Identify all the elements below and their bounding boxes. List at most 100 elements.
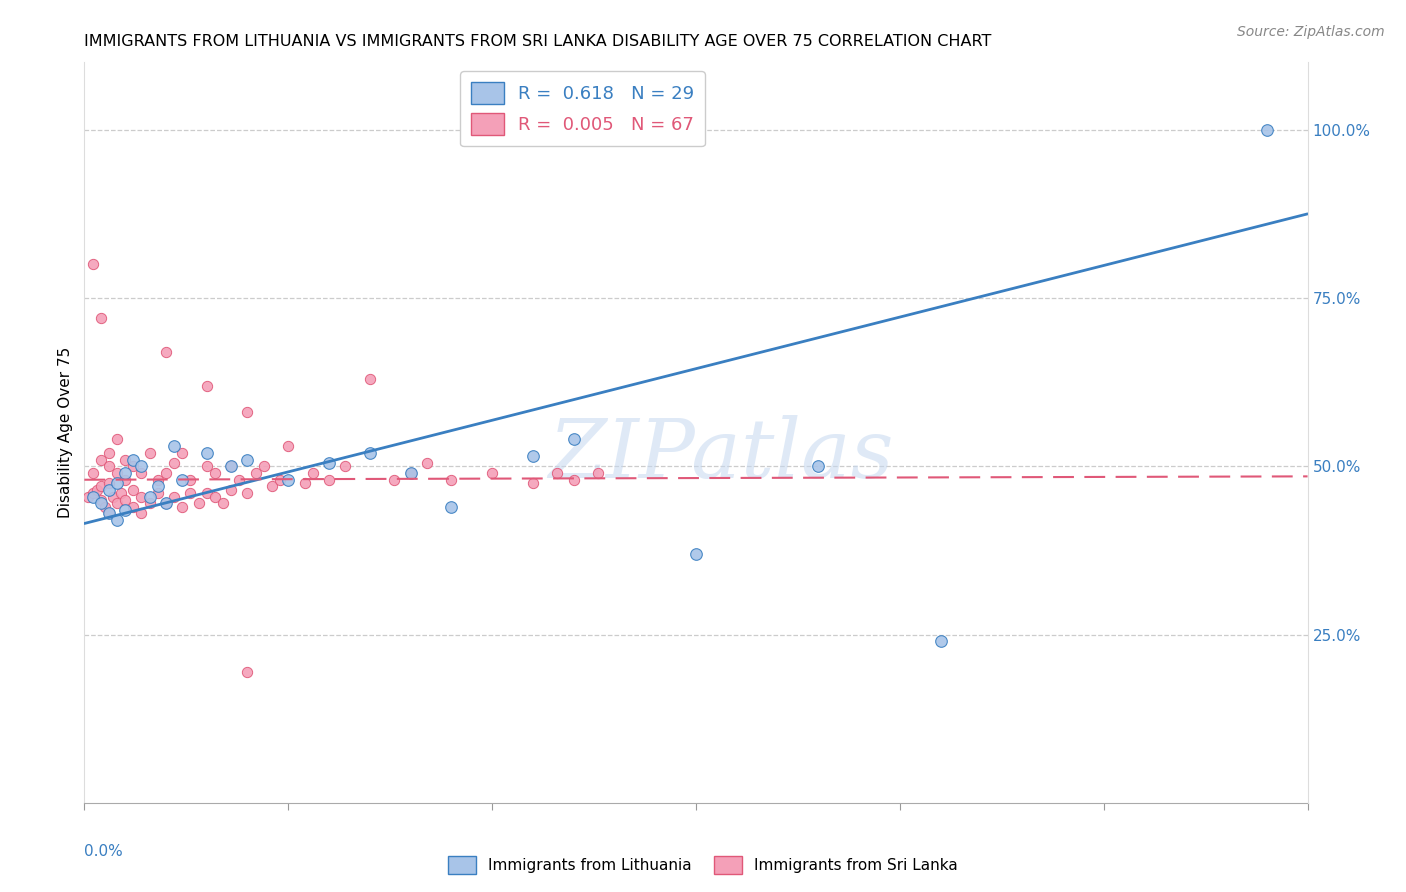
Point	[114, 452, 136, 467]
Point	[807, 459, 830, 474]
Point	[122, 452, 145, 467]
Point	[138, 490, 160, 504]
Point	[155, 496, 177, 510]
Point	[219, 459, 242, 474]
Point	[122, 500, 145, 514]
Point	[90, 496, 112, 510]
Point	[163, 490, 186, 504]
Point	[219, 483, 242, 497]
Point	[172, 446, 194, 460]
Point	[97, 476, 120, 491]
Point	[359, 372, 381, 386]
Point	[155, 496, 177, 510]
Point	[131, 507, 153, 521]
Point	[260, 479, 283, 493]
Point	[562, 473, 585, 487]
Point	[122, 459, 145, 474]
Point	[138, 496, 160, 510]
Point	[586, 466, 609, 480]
Point	[163, 456, 186, 470]
Point	[212, 496, 235, 510]
Point	[90, 311, 112, 326]
Point	[146, 473, 169, 487]
Point	[236, 405, 259, 419]
Point	[93, 500, 115, 514]
Point	[114, 492, 136, 507]
Point	[440, 500, 463, 514]
Point	[90, 492, 112, 507]
Point	[82, 257, 104, 271]
Point	[179, 486, 201, 500]
Point	[440, 473, 463, 487]
Point	[131, 466, 153, 480]
Point	[277, 473, 299, 487]
Point	[195, 459, 218, 474]
Point	[929, 634, 952, 648]
Point	[294, 476, 316, 491]
Point	[114, 466, 136, 480]
Point	[90, 479, 112, 493]
Point	[236, 665, 259, 679]
Text: IMMIGRANTS FROM LITHUANIA VS IMMIGRANTS FROM SRI LANKA DISABILITY AGE OVER 75 CO: IMMIGRANTS FROM LITHUANIA VS IMMIGRANTS …	[84, 34, 991, 49]
Point	[204, 466, 226, 480]
Point	[416, 456, 439, 470]
Point	[253, 459, 276, 474]
Point	[236, 452, 259, 467]
Point	[546, 466, 568, 480]
Text: 0.0%: 0.0%	[84, 844, 124, 858]
Point	[146, 479, 169, 493]
Point	[359, 446, 381, 460]
Text: Source: ZipAtlas.com: Source: ZipAtlas.com	[1237, 25, 1385, 39]
Point	[114, 503, 136, 517]
Point	[105, 476, 128, 491]
Point	[97, 459, 120, 474]
Point	[228, 473, 250, 487]
Point	[114, 473, 136, 487]
Point	[82, 490, 104, 504]
Point	[82, 486, 104, 500]
Point	[172, 473, 194, 487]
Point	[86, 483, 108, 497]
Point	[138, 446, 160, 460]
Point	[195, 486, 218, 500]
Y-axis label: Disability Age Over 75: Disability Age Over 75	[58, 347, 73, 518]
Point	[399, 466, 422, 480]
Point	[105, 496, 128, 510]
Point	[131, 490, 153, 504]
Point	[77, 490, 100, 504]
Point	[318, 456, 340, 470]
Point	[155, 344, 177, 359]
Point	[522, 449, 544, 463]
Point	[172, 500, 194, 514]
Legend: R =  0.618   N = 29, R =  0.005   N = 67: R = 0.618 N = 29, R = 0.005 N = 67	[460, 71, 704, 146]
Text: ZIPatlas: ZIPatlas	[548, 415, 893, 495]
Point	[97, 507, 120, 521]
Point	[179, 473, 201, 487]
Point	[131, 459, 153, 474]
Point	[110, 486, 132, 500]
Point	[195, 378, 218, 392]
Point	[97, 446, 120, 460]
Point	[236, 486, 259, 500]
Point	[277, 439, 299, 453]
Point	[219, 459, 242, 474]
Point	[155, 466, 177, 480]
Point	[101, 490, 124, 504]
Point	[97, 507, 120, 521]
Point	[269, 473, 291, 487]
Point	[522, 476, 544, 491]
Point	[146, 486, 169, 500]
Point	[318, 473, 340, 487]
Point	[122, 483, 145, 497]
Point	[105, 433, 128, 447]
Point	[187, 496, 209, 510]
Point	[301, 466, 323, 480]
Point	[685, 547, 707, 561]
Point	[163, 439, 186, 453]
Point	[105, 513, 128, 527]
Point	[481, 466, 503, 480]
Point	[204, 490, 226, 504]
Point	[105, 466, 128, 480]
Point	[562, 433, 585, 447]
Point	[382, 473, 405, 487]
